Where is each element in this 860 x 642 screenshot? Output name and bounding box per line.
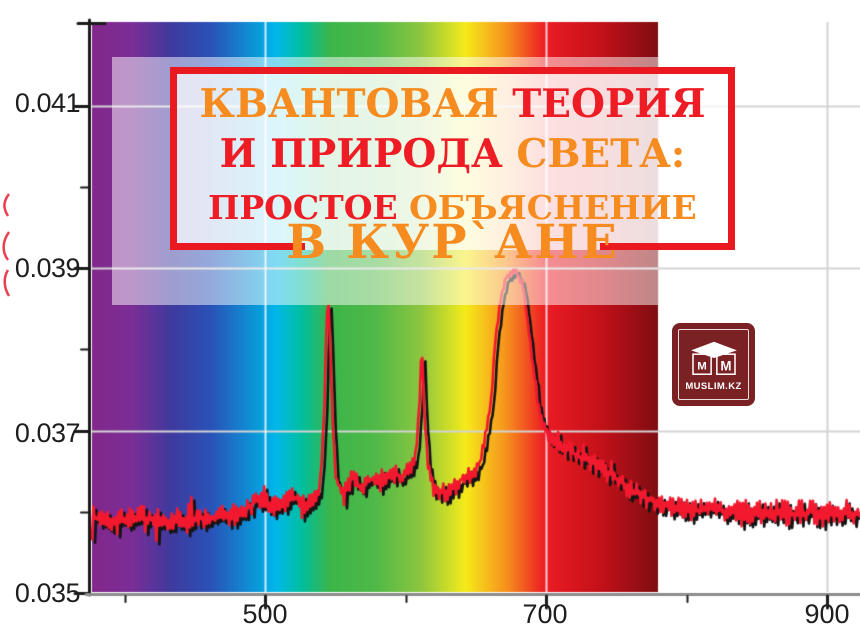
title-box-bottom-dash-right xyxy=(600,243,728,250)
x-tick-label-700: 700 xyxy=(522,599,568,629)
title-box: КВАНТОВАЯ ТЕОРИЯ И ПРИРОДА СВЕТА: ПРОСТО… xyxy=(170,67,735,266)
title-line-2-part-1: И ПРИРОДА xyxy=(219,131,517,177)
logo-monogram-left: M xyxy=(697,360,707,372)
logo-monogram-right: M xyxy=(720,358,731,373)
logo-inner-border xyxy=(678,329,749,400)
x-tick-label-900: 900 xyxy=(804,599,850,629)
y-tick-label-0035: 0.035 xyxy=(14,578,81,608)
logo-caption: MUSLIM.KZ xyxy=(685,381,742,392)
title-line-2: И ПРИРОДА СВЕТА: xyxy=(177,135,728,174)
title-line-4-part-1: В КУР`АНЕ xyxy=(286,215,619,270)
x-tick-label-500: 500 xyxy=(242,599,288,629)
muslim-kz-logo: M M MUSLIM.KZ xyxy=(672,323,755,406)
y-tick-label-0037: 0.037 xyxy=(14,418,81,448)
y-tick-label-0039: 0.039 xyxy=(14,253,81,283)
cropped-red-marks-icon xyxy=(2,193,11,297)
title-box-bottom-dash-left xyxy=(177,243,305,250)
title-line-1-part-2: ТЕОРИЯ xyxy=(512,81,706,127)
title-line-3: ПРОСТОЕ ОБЪЯСНЕНИЕ xyxy=(177,191,728,224)
y-tick-label-0041: 0.041 xyxy=(14,88,81,118)
title-line-2-part-2: СВЕТА: xyxy=(516,131,686,177)
title-line-1: КВАНТОВАЯ ТЕОРИЯ xyxy=(177,85,728,124)
title-line-3-part-1: ПРОСТОЕ xyxy=(208,188,410,227)
title-line-3-part-2: ОБЪЯСНЕНИЕ xyxy=(409,188,697,227)
title-line-4: В КУР`АНЕ xyxy=(177,219,728,266)
title-line-1-part-1: КВАНТОВАЯ xyxy=(199,81,513,127)
kaaba-cube-icon: M M xyxy=(690,341,737,375)
